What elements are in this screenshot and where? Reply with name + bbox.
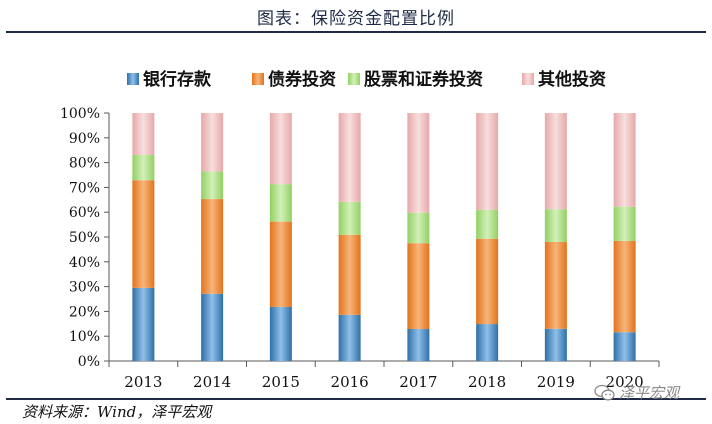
y-tick-label-6: 60%	[69, 205, 100, 221]
x-tick-label-2018: 2018	[468, 373, 506, 391]
y-tick-label-2: 20%	[69, 304, 100, 320]
bar-2017-series-1	[407, 243, 430, 330]
bar-2020-series-1	[613, 240, 636, 333]
bar-2020-series-3	[613, 113, 636, 207]
bar-2018-series-3	[476, 113, 499, 210]
legend: 银行存款 债券投资 股票和证券投资 其他投资	[127, 69, 606, 90]
bar-2018-series-0	[476, 324, 499, 361]
bar-2017-series-0	[407, 329, 430, 361]
legend-swatch-0	[127, 73, 139, 85]
y-tick-label-5: 50%	[69, 230, 100, 246]
bar-2020-series-0	[613, 332, 636, 361]
y-tick-label-4: 40%	[69, 255, 100, 271]
bar-2017-series-3	[407, 113, 430, 213]
x-tick-label-2019: 2019	[537, 373, 575, 391]
bar-2019-series-2	[544, 209, 567, 242]
bar-2015-series-1	[269, 221, 292, 307]
bar-2014-series-1	[201, 199, 224, 294]
bar-2016-series-2	[338, 201, 361, 235]
y-tick-label-0: 0%	[78, 354, 100, 370]
wechat-icon	[594, 384, 615, 400]
y-tick-label-3: 30%	[69, 280, 100, 296]
source-note: 资料来源：Wind，泽平宏观	[22, 403, 212, 421]
footer-rule	[6, 398, 706, 400]
bar-2014-series-3	[201, 113, 224, 172]
x-tick-label-2013: 2013	[124, 373, 162, 391]
watermark: 泽平宏观	[594, 382, 679, 403]
bar-2020-series-2	[613, 206, 636, 241]
page-title: 图表：保险资金配置比例	[257, 9, 455, 29]
bar-2015-series-2	[269, 184, 292, 222]
legend-label-3: 其他投资	[538, 69, 606, 90]
bar-2016-series-0	[338, 314, 361, 361]
x-tick-label-2015: 2015	[262, 373, 300, 391]
bar-2013-series-0	[132, 287, 155, 361]
bar-2015-series-0	[269, 306, 292, 361]
title-rule	[6, 31, 706, 33]
legend-swatch-2	[348, 73, 360, 85]
y-tick-label-10: 100%	[60, 106, 100, 122]
bar-2014-series-2	[201, 171, 224, 200]
x-tick-label-2016: 2016	[331, 373, 369, 391]
bar-2019-series-0	[544, 328, 567, 361]
bar-2013-series-3	[132, 113, 155, 155]
bar-2016-series-1	[338, 234, 361, 315]
bar-2018-series-1	[476, 238, 499, 325]
legend-swatch-3	[522, 73, 534, 85]
bar-2019-series-1	[544, 241, 567, 329]
x-tick-label-2017: 2017	[399, 373, 437, 391]
watermark-text: 泽平宏观	[619, 384, 680, 402]
y-tick-label-7: 70%	[69, 180, 100, 196]
bar-2018-series-2	[476, 209, 499, 239]
bar-2017-series-2	[407, 212, 430, 244]
bar-2015-series-3	[269, 113, 292, 185]
x-tick-label-2014: 2014	[193, 373, 231, 391]
y-tick-label-9: 90%	[69, 131, 100, 147]
legend-label-0: 银行存款	[143, 69, 212, 90]
bar-2014-series-0	[201, 293, 224, 361]
legend-swatch-1	[252, 73, 264, 85]
y-tick-label-8: 80%	[69, 156, 100, 172]
y-tick-label-1: 10%	[69, 329, 100, 345]
bar-2016-series-3	[338, 113, 361, 202]
legend-label-1: 债券投资	[268, 69, 336, 90]
bar-2013-series-1	[132, 180, 155, 288]
axes: 0% 10% 20% 30% 40% 50% 60% 70% 80% 90% 100% 2013 201…	[60, 106, 660, 391]
bars	[132, 113, 636, 361]
legend-label-2: 股票和证券投资	[364, 69, 483, 90]
x-tick-label-2020: 2020	[606, 373, 644, 391]
bar-2019-series-3	[544, 113, 567, 210]
bar-2013-series-2	[132, 154, 155, 181]
